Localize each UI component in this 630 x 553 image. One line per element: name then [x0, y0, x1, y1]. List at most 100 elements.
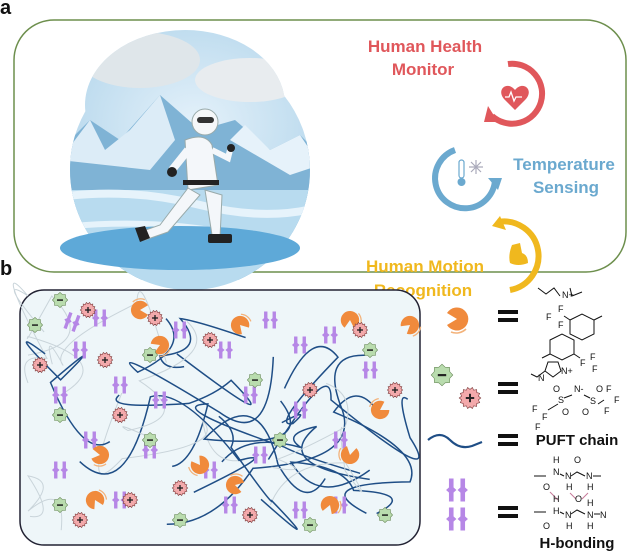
- pacman-symbol: [91, 445, 110, 467]
- snowflake-icon: [469, 160, 483, 174]
- pacman-arc: [132, 298, 146, 303]
- anion-symbol: [141, 431, 159, 449]
- polymer-chain: [269, 426, 363, 506]
- minus-sign: [57, 299, 63, 301]
- atom-label: S: [590, 396, 596, 406]
- heart-rate-cycle-icon: [484, 60, 546, 127]
- anion-symbol: [430, 363, 454, 387]
- minus-sign: [367, 349, 373, 351]
- hbond-diamond: [331, 436, 340, 444]
- cation-symbol: [351, 322, 369, 338]
- plus-sign-v: [394, 387, 396, 393]
- hbond-diamond: [291, 341, 300, 349]
- health-title-line1: Human Health: [368, 37, 482, 56]
- atom-label: O: [543, 521, 550, 531]
- pacman-arc: [337, 500, 342, 514]
- cation-symbol: [386, 382, 404, 398]
- polymer-chain: [79, 394, 256, 493]
- equals-sign: [498, 310, 518, 322]
- atom-label: O: [543, 482, 550, 492]
- anion-symbol: [301, 516, 319, 534]
- hbond-diamond: [340, 501, 349, 509]
- atom-label: N+: [561, 366, 573, 376]
- hbond-diamond: [291, 406, 300, 414]
- polymer-chain: [221, 425, 370, 481]
- minus-sign: [57, 504, 63, 506]
- ion-symbols-icon: [430, 363, 482, 409]
- pacman-symbol: [150, 335, 171, 358]
- hbond-diamond: [340, 436, 349, 444]
- plus-sign-v: [309, 387, 311, 393]
- anion-symbol: [376, 506, 394, 524]
- plus-sign-v: [249, 512, 251, 518]
- plus-sign-v: [179, 485, 181, 491]
- hbond-pair-symbol: [361, 361, 379, 379]
- pacman-symbol: [230, 313, 252, 335]
- pacman-symbol: [400, 315, 422, 337]
- pacman-symbol: [369, 397, 390, 420]
- plus-sign-v: [469, 393, 471, 403]
- hbond-pair-symbol: [291, 336, 309, 354]
- pacman-arc: [93, 463, 107, 467]
- hbond-diamond: [261, 316, 270, 324]
- cation-symbol: [171, 480, 189, 496]
- hbond-diamond: [330, 331, 339, 339]
- thermometer-snowflake-cycle-icon: [432, 147, 502, 212]
- pacman-body: [85, 490, 105, 510]
- anion-symbol: [361, 341, 379, 359]
- pacman-symbol: [338, 446, 360, 465]
- atom-label: F: [546, 312, 552, 322]
- hbond-pair-symbol: [63, 311, 81, 333]
- pacman-body: [190, 455, 210, 475]
- polymer-chain: [128, 318, 275, 424]
- temperature-title-line2: Sensing: [533, 178, 599, 197]
- atom-label: F: [614, 395, 620, 405]
- hbond-diamond: [300, 406, 309, 414]
- pacman-symbol: [188, 455, 210, 477]
- pacman-body: [230, 315, 250, 335]
- polymer-chain: [289, 461, 394, 515]
- anion-symbol: [271, 431, 289, 449]
- pacman-symbol: [130, 298, 148, 320]
- panel-a-label: a: [0, 0, 12, 19]
- polymer-chain: [166, 354, 366, 526]
- chain-symbol-icon: [427, 433, 483, 449]
- pacman-body: [340, 446, 360, 465]
- cation-symbol: [96, 352, 114, 368]
- pacman-arc: [412, 326, 422, 337]
- plus-sign-v: [39, 362, 41, 368]
- atom-label: F: [580, 358, 586, 368]
- hbond-diamond: [457, 514, 468, 524]
- pacman-symbol: [85, 489, 108, 510]
- minus-sign: [147, 439, 153, 441]
- pacman-symbol: [447, 307, 469, 334]
- pacman-symbol: [320, 495, 342, 515]
- pacman-arc: [159, 349, 171, 358]
- plus-sign-v: [79, 517, 81, 523]
- pacman-symbol: [226, 473, 245, 495]
- minus-sign: [177, 519, 183, 521]
- pacman-arc: [188, 466, 198, 477]
- hbond-diamond: [291, 506, 300, 514]
- pacman-body: [400, 315, 420, 335]
- hbond-diamond: [446, 514, 457, 524]
- atom-label: O: [574, 455, 581, 465]
- anion-symbol: [246, 371, 264, 389]
- hbond-diamond: [300, 341, 309, 349]
- hbond-pair-symbol: [331, 431, 349, 449]
- atom-label: H: [587, 521, 594, 531]
- polymer-chain: [115, 353, 252, 407]
- hbond-structure: [534, 471, 601, 515]
- atom-label: N: [538, 373, 545, 383]
- cation-symbol: [111, 407, 129, 423]
- anion-symbol: [51, 496, 69, 514]
- hbond-symbol-icon: [446, 478, 468, 531]
- legend-row-chain: PUFT chain: [427, 432, 618, 449]
- anion-symbol: [26, 316, 44, 334]
- hbond-diamond: [446, 485, 457, 495]
- equals-sign: [498, 506, 518, 518]
- hbond-diamond: [361, 366, 370, 374]
- hbond-pair-symbol: [446, 478, 468, 502]
- atom-label: N: [565, 510, 572, 520]
- atom-label: F: [604, 406, 610, 416]
